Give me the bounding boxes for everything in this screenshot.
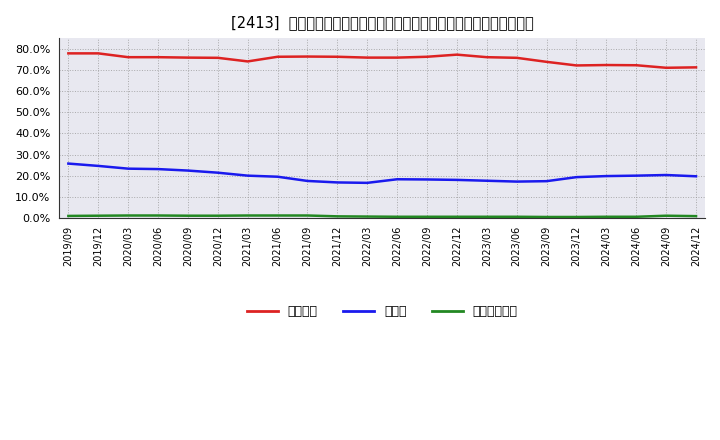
Legend: 自己資本, のれん, 繰延税金資産: 自己資本, のれん, 繰延税金資産 — [242, 300, 523, 323]
Title: [2413]  自己資本、のれん、繰延税金資産の総資産に対する比率の推移: [2413] 自己資本、のれん、繰延税金資産の総資産に対する比率の推移 — [231, 15, 534, 30]
